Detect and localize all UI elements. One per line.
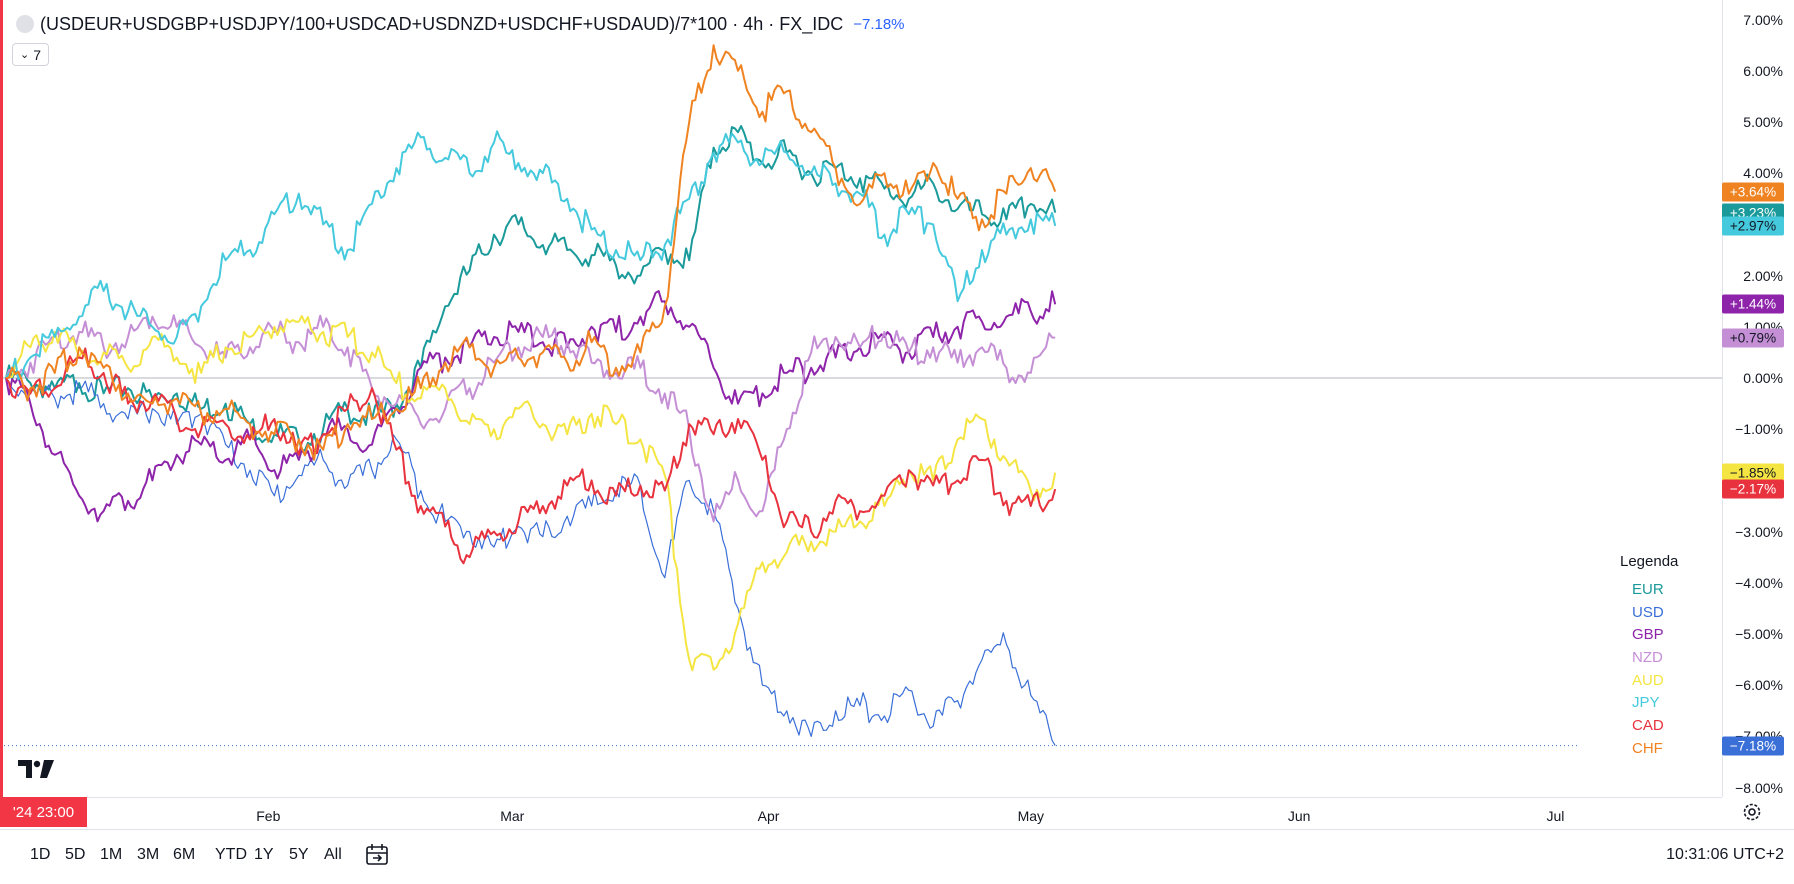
legend-title: Legenda [1620,553,1679,570]
legend-item-gbp[interactable]: GBP [1632,626,1664,644]
chart-svg [0,44,1722,747]
range-button-5d[interactable]: 5D [65,846,86,863]
price-tag: −7.18% [1722,736,1784,756]
y-tick-label: 2.00% [1743,267,1783,284]
y-tick-label: −5.00% [1735,626,1783,642]
series-line-jpy[interactable] [5,130,1057,381]
x-tick-label: Feb [256,808,281,824]
legend: Legenda EUR USD GBP NZD AUD JPY CAD CHF [1620,553,1690,761]
price-tag: +3.64% [1722,182,1784,202]
legend-item-chf[interactable]: CHF [1632,739,1663,757]
series-line-chf[interactable] [5,44,1057,461]
symbol-logo-icon [16,15,34,33]
legend-item-aud[interactable]: AUD [1632,671,1664,689]
range-button-all[interactable]: All [324,846,342,863]
legend-item-cad[interactable]: CAD [1632,717,1664,735]
symbol-header[interactable]: (USDEUR+USDGBP+USDJPY/100+USDCAD+USDNZD+… [16,12,905,36]
price-tag: −1.85% [1722,463,1784,483]
series-line-aud[interactable] [5,315,1057,672]
y-tick-label: 0.00% [1743,370,1783,386]
collapse-indicators-button[interactable]: ⌄ 7 [12,43,49,66]
series-line-cad[interactable] [5,347,1057,565]
session-marker [0,0,3,827]
chevron-down-icon: ⌄ [19,49,30,61]
range-button-ytd[interactable]: YTD [215,846,247,863]
time-cursor-badge: '24 23:00 [0,797,87,827]
bottom-toolbar: 1D 5D 1M 3M 6M YTD 1Y 5Y All 10:31:06 UTC+2 [0,829,1794,884]
utc-clock[interactable]: 10:31:06 UTC+2 [1666,846,1784,863]
y-tick-label: −4.00% [1735,574,1783,591]
series-line-usd[interactable] [5,377,1056,746]
settings-icon[interactable] [1742,802,1762,822]
x-tick-label: May [1017,808,1045,824]
range-button-3m[interactable]: 3M [137,846,160,863]
price-tag: +2.97% [1722,216,1784,236]
range-button-1m[interactable]: 1M [100,846,123,863]
tradingview-logo[interactable] [18,758,58,780]
plot-area[interactable] [0,0,1722,797]
indicator-count: 7 [33,46,41,63]
y-tick-label: −3.00% [1735,523,1783,540]
y-tick-label: 5.00% [1743,114,1783,130]
y-tick-label: 6.00% [1743,62,1783,79]
range-button-1y[interactable]: 1Y [254,846,274,863]
y-tick-label: −6.00% [1735,677,1783,694]
calendar-goto-icon[interactable] [364,842,390,868]
price-tag: −2.17% [1722,479,1784,499]
y-tick-label: 4.00% [1743,165,1783,182]
y-tick-label: −8.00% [1735,779,1783,796]
price-axis[interactable]: 7.00% 6.00% 5.00% 4.00% 2.00% 1.00% 0.00% −1.00… [1722,0,1794,797]
legend-item-nzd[interactable]: NZD [1632,649,1663,667]
legend-items: EUR USD GBP NZD AUD JPY CAD CHF [1620,579,1690,761]
legend-item-usd[interactable]: USD [1632,603,1664,621]
symbol-change: −7.18% [853,15,905,33]
y-tick-label: 7.00% [1743,11,1783,28]
range-button-1d[interactable]: 1D [30,846,51,863]
y-tick-label: −1.00% [1735,421,1783,438]
symbol-title[interactable]: (USDEUR+USDGBP+USDJPY/100+USDCAD+USDNZD+… [40,13,844,34]
x-tick-label: Apr [757,808,780,824]
legend-item-jpy[interactable]: JPY [1632,694,1660,712]
price-tag: +0.79% [1722,328,1784,348]
series-line-eur[interactable] [5,125,1057,452]
range-button-6m[interactable]: 6M [173,846,196,863]
price-tag: +1.44% [1722,294,1784,314]
time-axis[interactable]: Feb Mar Apr May Jun Jul [0,797,1722,830]
x-tick-label: Jul [1546,808,1565,824]
series-line-gbp[interactable] [5,290,1057,523]
legend-item-eur[interactable]: EUR [1632,581,1664,598]
range-button-5y[interactable]: 5Y [289,846,309,863]
x-tick-label: Mar [500,808,525,824]
x-tick-label: Jun [1287,808,1311,824]
